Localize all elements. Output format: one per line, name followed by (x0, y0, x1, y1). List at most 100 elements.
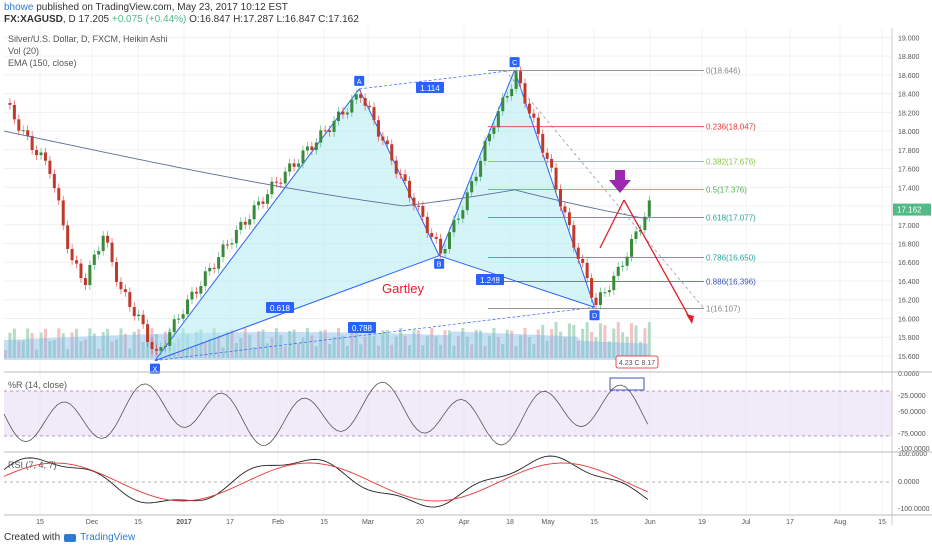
volume-bar (630, 323, 634, 358)
volume-bar (283, 346, 287, 358)
volume-bar (323, 329, 327, 358)
candle-body (390, 144, 394, 161)
candle-body (190, 291, 194, 300)
candle-body (412, 197, 416, 206)
volume-bar (430, 328, 434, 358)
candle-body (465, 192, 469, 211)
candle-body (221, 244, 225, 258)
volume-bar (621, 332, 625, 358)
volume-bar (35, 349, 39, 358)
wr-tick-label: -25.0000 (898, 393, 926, 400)
volume-bar (88, 328, 92, 358)
volume-bar (75, 328, 79, 358)
footer: Created with TradingView (4, 532, 135, 543)
ratio-badge (348, 322, 376, 333)
volume-bar (265, 343, 269, 358)
candle-body (248, 219, 252, 225)
candle-body (448, 232, 451, 249)
candle-body (199, 286, 203, 294)
fib-trend-line (504, 69, 705, 309)
volume-bar (598, 323, 602, 358)
candle-body (35, 149, 39, 156)
candle-body (12, 104, 16, 120)
time-tick-label: Aug (834, 519, 847, 526)
volume-bar (492, 328, 496, 358)
wr-tick-label: -50.0000 (898, 409, 926, 416)
ema-line (3, 130, 648, 220)
candle-body (141, 314, 145, 325)
price-tick-label: 16.800 (898, 242, 920, 249)
candle-body (421, 205, 425, 217)
symbol[interactable]: FX:XAGUSD (4, 14, 63, 25)
candle-body (92, 254, 96, 265)
candle-body (452, 219, 456, 233)
volume-bar (519, 335, 523, 358)
volume-bar (465, 336, 469, 358)
candle-body (132, 306, 136, 317)
time-tick-label: 2017 (176, 519, 192, 526)
wr-legend: %R (14, close) (8, 380, 68, 390)
candle-body (217, 257, 221, 269)
candle-body (226, 244, 229, 246)
candle-body (341, 111, 345, 115)
ratio-badge (476, 274, 504, 285)
candle-body (26, 130, 30, 136)
candle-body (128, 292, 132, 307)
volume-bar (541, 324, 545, 358)
author-name[interactable]: bhowe (4, 2, 34, 13)
candle-body (168, 332, 172, 346)
time-tick-label: 20 (416, 519, 424, 526)
wr-tick-label: 0.0000 (898, 371, 920, 378)
time-tick-label: May (541, 519, 555, 526)
publish-info: published on TradingView.com, May 23, 20… (36, 2, 288, 13)
volume-bar (576, 340, 580, 358)
volume-bar (230, 329, 234, 358)
candle-body (297, 163, 301, 167)
candle-body (456, 218, 460, 220)
rsi-legend: RSI (7, 4, 7) (8, 460, 57, 470)
wr-band (4, 391, 892, 436)
volume-bar (203, 342, 207, 358)
candle-body (21, 130, 25, 132)
volume-bar (208, 338, 212, 358)
volume-bar (394, 336, 398, 358)
ratio-label: 1.114 (420, 84, 440, 93)
pattern-point-label: D (592, 313, 597, 320)
candle-body (492, 127, 496, 134)
volume-bar (297, 343, 301, 358)
candle-body (359, 94, 363, 99)
volume-bar (434, 336, 438, 358)
ema-legend: EMA (150, close) (8, 58, 77, 68)
candle-body (505, 96, 509, 98)
volume-bar (314, 346, 318, 358)
volume-bar (483, 345, 487, 358)
axes: 19.000 18.800 18.600 18.400 18.200 18.000 17.8… (4, 28, 932, 526)
volume-bars (4, 322, 651, 360)
candle-body (159, 347, 163, 351)
candle-body (434, 236, 438, 239)
candle-body (607, 290, 611, 293)
volume-bar (612, 328, 616, 358)
candle-body (430, 232, 434, 237)
price-tick-label: 17.800 (898, 148, 920, 155)
candle-body (239, 221, 243, 230)
price-tick-label: 18.800 (898, 54, 920, 61)
brand-name[interactable]: TradingView (80, 532, 136, 543)
volume-badge (615, 355, 659, 369)
ema-path (3, 130, 648, 220)
volume-bar (341, 335, 345, 358)
candle-body (17, 119, 21, 131)
ac-line (359, 69, 515, 90)
pattern-point-badge (509, 57, 520, 68)
candle-body (363, 98, 367, 106)
volume-bar (17, 340, 21, 358)
candle-body (70, 248, 74, 261)
pattern-point-badge (434, 258, 445, 269)
volume-bar (456, 335, 460, 358)
projection-line (623, 199, 693, 323)
candle-body (48, 160, 52, 174)
volume-bar (66, 349, 70, 358)
candle-body (554, 167, 558, 190)
ratio-label: 0.788 (352, 324, 373, 333)
